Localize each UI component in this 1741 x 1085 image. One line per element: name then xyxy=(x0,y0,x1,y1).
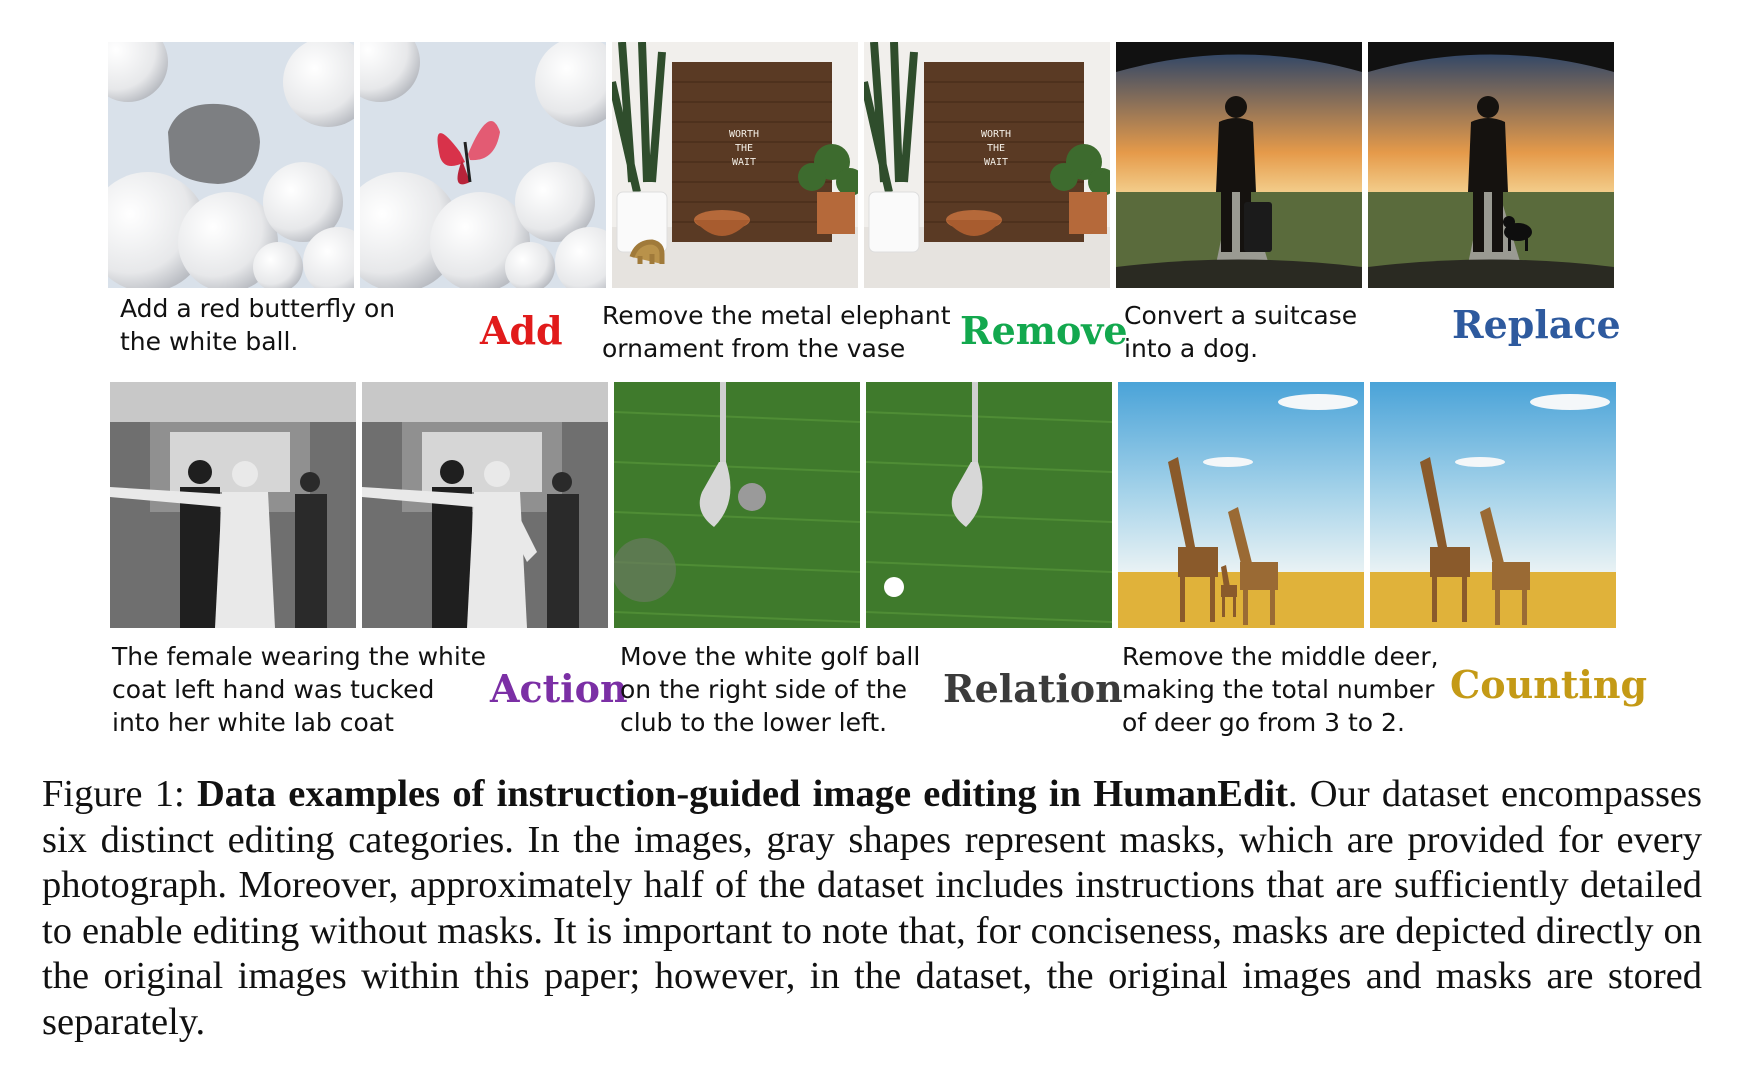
remove-original-image: WORTH THE WAIT xyxy=(612,42,858,288)
add-edited-image xyxy=(360,42,606,288)
sign-line: THE xyxy=(987,143,1005,154)
counting-original-image xyxy=(1118,382,1364,628)
elephant-ornament xyxy=(629,239,665,264)
category-remove: Remove xyxy=(960,308,1128,353)
sign-line: WAIT xyxy=(732,157,756,168)
remove-edited-image: WORTH THE WAIT xyxy=(864,42,1110,288)
caption-title: Data examples of instruction-guided imag… xyxy=(196,773,1288,815)
sign-line: WAIT xyxy=(984,157,1008,168)
instruction-action: The female wearing the white coat left h… xyxy=(112,642,486,737)
caption-label: Figure 1: xyxy=(42,773,185,815)
counting-edited-image xyxy=(1370,382,1616,628)
sign-line: WORTH xyxy=(981,129,1011,140)
butterfly-shape xyxy=(437,121,500,185)
mask-shape xyxy=(738,483,766,511)
dog-silhouette xyxy=(1503,216,1532,251)
action-edited-image xyxy=(362,382,608,628)
category-replace: Replace xyxy=(1452,302,1621,347)
replace-original-image xyxy=(1116,42,1362,288)
category-counting: Counting xyxy=(1450,662,1648,707)
instruction-remove: Remove the metal elephant ornament from … xyxy=(602,301,951,363)
suitcase-shape xyxy=(1244,202,1272,252)
golf-club-shape xyxy=(699,462,731,527)
category-action: Action xyxy=(490,666,628,711)
relation-edited-image xyxy=(866,382,1112,628)
category-relation: Relation xyxy=(943,666,1123,711)
instruction-replace: Convert a suitcase into a dog. xyxy=(1124,301,1358,363)
lab-coat-figure xyxy=(110,461,275,628)
instruction-relation: Move the white golf ball on the right si… xyxy=(620,642,921,737)
instruction-counting: Remove the middle deer, making the total… xyxy=(1122,642,1439,737)
sign-line: WORTH xyxy=(729,129,759,140)
sign-line: THE xyxy=(735,143,753,154)
figure-caption: Figure 1: Data examples of instruction-g… xyxy=(42,772,1702,1045)
caption-body: . Our dataset encompasses six distinct e… xyxy=(42,773,1703,1043)
replace-edited-image xyxy=(1368,42,1614,288)
golf-ball-shape xyxy=(884,577,904,597)
relation-original-image xyxy=(614,382,860,628)
action-original-image xyxy=(110,382,356,628)
category-add: Add xyxy=(480,308,563,353)
instruction-add: Add a red butterfly on the white ball. xyxy=(120,294,396,356)
giraffe-shape xyxy=(1168,457,1218,622)
mask-shape xyxy=(614,538,676,602)
mask-shape xyxy=(168,103,260,184)
giraffe-calf-shape xyxy=(1221,565,1237,617)
add-original-image xyxy=(108,42,354,288)
giraffe-shape xyxy=(1228,507,1278,625)
